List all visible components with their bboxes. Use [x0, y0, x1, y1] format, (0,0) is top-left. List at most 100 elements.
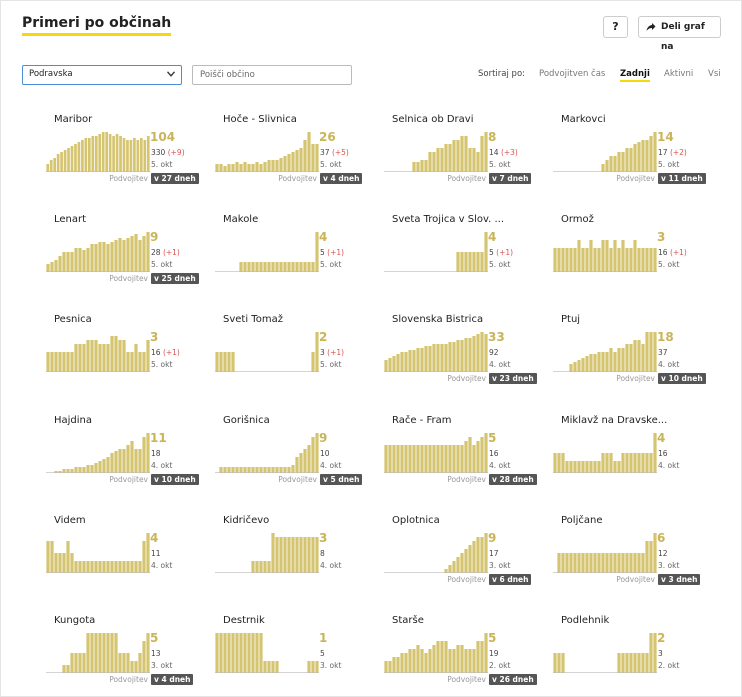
bar	[102, 242, 106, 272]
bar	[553, 653, 557, 673]
bar	[259, 164, 263, 172]
delta-value: (+1)	[496, 248, 514, 257]
bar	[291, 152, 295, 172]
bar	[58, 352, 62, 372]
delta-value: (+9)	[167, 148, 185, 157]
bar	[569, 553, 573, 573]
bar	[112, 136, 115, 172]
bar	[456, 445, 460, 473]
bar	[456, 557, 460, 573]
bar	[138, 352, 142, 372]
bar	[597, 553, 601, 573]
search-input[interactable]: Poišči občino	[192, 65, 352, 85]
sort-option-active[interactable]: Aktivni	[664, 69, 694, 79]
bar	[146, 136, 150, 172]
municipality-card[interactable]: Markovci 14 17 (+2) 5. okt Podvojitev v 11 dn…	[553, 114, 711, 202]
sort-option-doubling[interactable]: Podvojitven čas	[539, 69, 606, 79]
total-cases: 11	[151, 549, 161, 558]
municipality-card[interactable]: Poljčane 6 12 3. okt Podvojitev v 3 dneh	[553, 515, 711, 603]
bar	[468, 148, 472, 172]
bar	[480, 437, 484, 473]
bar	[565, 553, 569, 573]
bar	[416, 645, 420, 673]
municipality-card[interactable]: Pesnica 3 16 (+1) 5. okt	[46, 314, 204, 402]
cases-bar-chart	[553, 533, 657, 573]
bar	[114, 240, 118, 272]
municipality-card[interactable]: Maribor 104 330 (+9) 5. okt Podvojitev v 27 d…	[46, 114, 204, 202]
bar	[118, 561, 122, 573]
municipality-card[interactable]: Podlehnik 2 3 2. okt	[553, 615, 711, 697]
municipality-card[interactable]: Sveti Tomaž 2 3 (+1) 5. okt	[215, 314, 373, 402]
bar	[82, 653, 86, 673]
total-value: 5	[320, 248, 325, 257]
bar	[653, 433, 657, 473]
municipality-card[interactable]: Slovenska Bistrica 33 92 4. okt Podvojitev v…	[384, 314, 542, 402]
bar	[122, 240, 126, 272]
bar	[263, 262, 267, 272]
municipality-card[interactable]: Sveta Trojica v Slov. ... 4 5 (+1) 5. okt	[384, 214, 542, 302]
bar	[287, 467, 291, 473]
last-date: 5. okt	[320, 160, 342, 169]
municipality-card[interactable]: Selnica ob Dravi 8 14 (+3) 5. okt Podvojitev…	[384, 114, 542, 202]
sort-option-all[interactable]: Vsi	[708, 69, 721, 79]
municipality-card[interactable]: Ormož 3 16 (+1) 5. okt	[553, 214, 711, 302]
bar	[476, 252, 480, 272]
share-button[interactable]: Deli graf na	[638, 16, 721, 52]
municipality-card[interactable]: Ptuj 18 37 4. okt Podvojitev v 10 dneh	[553, 314, 711, 402]
bar	[78, 561, 82, 573]
sort-option-latest[interactable]: Zadnji	[620, 69, 650, 82]
bar	[593, 553, 597, 573]
bar	[653, 132, 657, 172]
bar	[629, 453, 633, 473]
bar	[98, 561, 102, 573]
municipality-card[interactable]: Hoče - Slivnica 26 37 (+5) 5. okt Podvojitev…	[215, 114, 373, 202]
bar	[86, 248, 90, 272]
bar	[424, 653, 428, 673]
last-date: 5. okt	[320, 260, 342, 269]
municipality-card[interactable]: Destrnik 1 5 3. okt	[215, 615, 373, 697]
municipality-card[interactable]: Videm 4 11 4. okt	[46, 515, 204, 603]
municipality-card[interactable]: Rače - Fram 5 16 4. okt Podvojitev v 28 dneh	[384, 415, 542, 503]
doubling-label: Podvojitev	[616, 174, 655, 183]
municipality-card[interactable]: Miklavž na Dravske... 4 16 4. okt	[553, 415, 711, 503]
municipality-card[interactable]: Kungota 5 13 3. okt Podvojitev v 4 dneh	[46, 615, 204, 697]
municipality-name: Selnica ob Dravi	[392, 114, 474, 125]
bar	[625, 453, 629, 473]
bar	[561, 553, 565, 573]
municipality-card[interactable]: Makole 4 5 (+1) 5. okt	[215, 214, 373, 302]
total-cases: 16	[658, 449, 668, 458]
last-date: 4. okt	[658, 360, 680, 369]
bar	[70, 553, 74, 573]
bar	[74, 248, 78, 272]
bar	[476, 334, 480, 372]
bar	[444, 445, 448, 473]
bar	[239, 262, 243, 272]
bar	[291, 262, 295, 272]
municipality-card[interactable]: Hajdina 11 18 4. okt Podvojitev v 10 dneh	[46, 415, 204, 503]
bar	[126, 352, 130, 372]
region-select[interactable]: Podravska	[22, 65, 182, 85]
bar	[130, 236, 134, 272]
help-button[interactable]: ?	[603, 16, 628, 38]
bar	[629, 553, 633, 573]
bar	[67, 148, 70, 172]
total-cases: 3	[658, 649, 663, 658]
total-cases: 10	[320, 449, 330, 458]
bar	[243, 633, 247, 673]
municipality-card[interactable]: Starše 5 19 2. okt Podvojitev v 26 dneh	[384, 615, 542, 697]
bar	[617, 653, 621, 673]
municipality-card[interactable]: Oplotnica 9 17 3. okt Podvojitev v 6 dneh	[384, 515, 542, 603]
bar	[472, 445, 476, 473]
municipality-card[interactable]: Lenart 9 28 (+1) 5. okt Podvojitev v 25 dneh	[46, 214, 204, 302]
bar	[432, 152, 436, 172]
bar	[94, 136, 98, 172]
bar	[605, 553, 609, 573]
bar	[54, 260, 58, 272]
bar	[275, 160, 279, 172]
total-value: 10	[320, 449, 330, 458]
bar	[641, 248, 645, 272]
municipality-card[interactable]: Gorišnica 9 10 4. okt Podvojitev v 5 dneh	[215, 415, 373, 503]
municipality-card[interactable]: Kidričevo 3 8 4. okt	[215, 515, 373, 603]
bar	[464, 649, 468, 673]
bar	[593, 248, 597, 272]
